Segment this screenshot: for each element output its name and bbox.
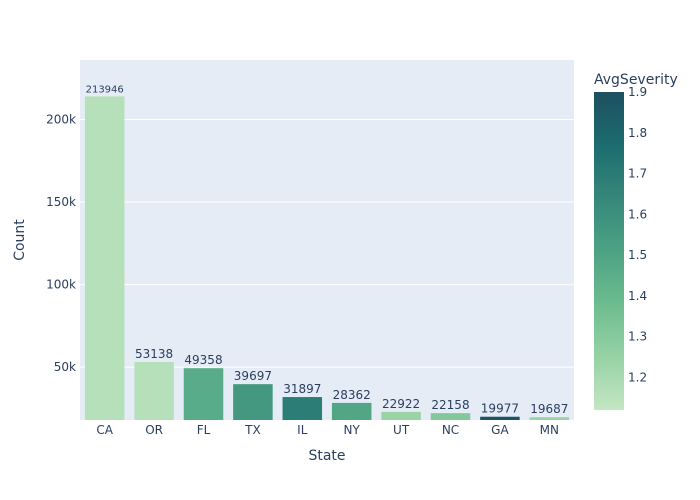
bar-value-label: 19977: [481, 402, 519, 416]
y-tick-label: 100k: [46, 278, 76, 292]
bar-mn: [529, 417, 570, 420]
y-axis-title: Count: [12, 219, 28, 261]
bar-tx: [233, 384, 273, 420]
bar-ca: [84, 96, 125, 421]
bar-value-label: 53138: [135, 347, 173, 361]
x-tick-label: MN: [540, 423, 559, 437]
bar-ga: [480, 416, 520, 420]
colorbar-tick-label: 1.7: [628, 167, 647, 181]
bar-value-label: 49358: [184, 353, 222, 367]
bar-ut: [381, 411, 421, 420]
colorbar-tick-label: 1.6: [628, 207, 647, 221]
y-tick-label: 150k: [46, 195, 76, 209]
bar-value-label: 28362: [333, 388, 371, 402]
colorbar-tick-label: 1.4: [628, 289, 647, 303]
x-tick-label: UT: [393, 423, 410, 437]
bar-value-label: 31897: [283, 382, 321, 396]
colorbar: AvgSeverity 1.2 1.3 1.4 1.5 1.6 1.7 1.8 1.9: [594, 72, 678, 410]
bar-value-label: 213946: [86, 84, 124, 95]
bar-il: [282, 397, 323, 420]
colorbar-tick-label: 1.2: [628, 370, 647, 384]
x-tick-label: NC: [442, 423, 459, 437]
colorbar-ticks: 1.2 1.3 1.4 1.5 1.6 1.7 1.8 1.9: [628, 85, 647, 384]
bars: [84, 96, 570, 421]
x-axis-ticks: CA OR FL TX IL NY UT NC GA MN: [96, 423, 559, 437]
bar-value-label: 19687: [530, 402, 568, 416]
x-tick-label: NY: [344, 423, 361, 437]
bar-ny: [331, 402, 372, 420]
x-tick-label: FL: [197, 423, 211, 437]
bar-fl: [183, 368, 224, 420]
bar-value-label: 39697: [234, 369, 272, 383]
bar-nc: [430, 413, 471, 420]
colorbar-title: AvgSeverity: [594, 72, 678, 88]
colorbar-gradient: [594, 92, 624, 410]
bar-or: [134, 361, 174, 420]
colorbar-tick-label: 1.3: [628, 330, 647, 344]
x-tick-label: OR: [145, 423, 163, 437]
x-tick-label: GA: [491, 423, 509, 437]
colorbar-tick-label: 1.5: [628, 248, 647, 262]
bar-value-labels: 213946 53138 49358 39697 31897 28362 22922 2215…: [86, 84, 569, 416]
x-tick-label: CA: [96, 423, 113, 437]
y-tick-label: 200k: [46, 112, 76, 126]
colorbar-tick-label: 1.9: [628, 85, 647, 99]
colorbar-tick-label: 1.8: [628, 126, 647, 140]
plot-area: [80, 60, 574, 420]
x-axis-title: State: [308, 448, 345, 464]
x-tick-label: TX: [244, 423, 261, 437]
bar-value-label: 22922: [382, 397, 420, 411]
y-axis-ticks: 50k 100k 150k 200k: [46, 112, 76, 374]
x-tick-label: IL: [297, 423, 308, 437]
y-tick-label: 50k: [54, 360, 76, 374]
bar-value-label: 22158: [431, 398, 469, 412]
